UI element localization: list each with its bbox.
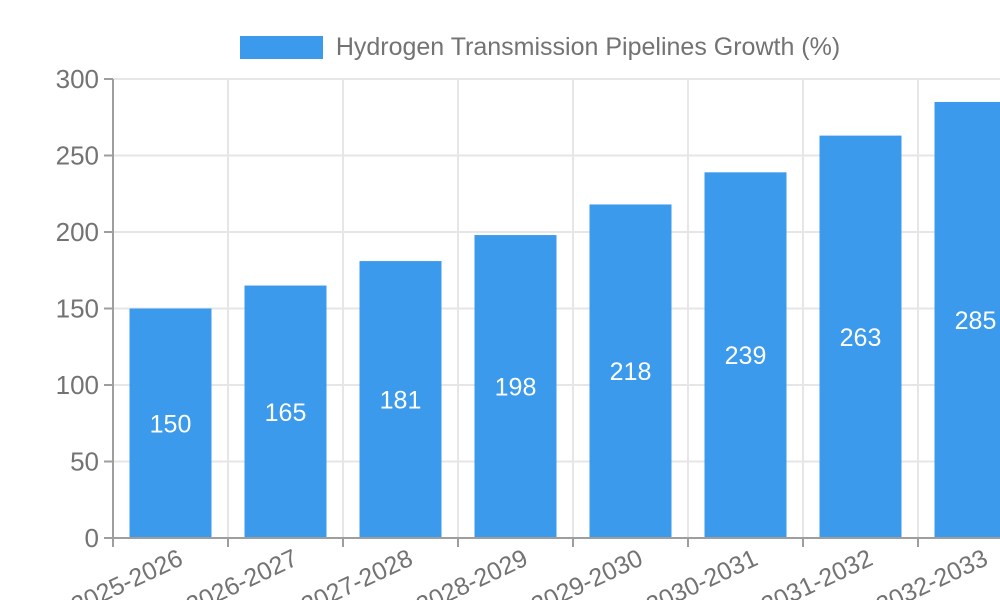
bar-value-label: 150: [150, 410, 192, 438]
bar-value-label: 239: [725, 342, 767, 370]
bar-value-label: 198: [495, 374, 537, 402]
y-tick-label: 300: [56, 64, 99, 94]
chart-plot-area: 150 165 181 198 218 239 263 285 0 50 100 150 200 250 3…: [56, 64, 1000, 600]
y-tick-label: 50: [70, 447, 99, 477]
bar: [934, 101, 1000, 538]
y-tick-label: 100: [56, 370, 99, 400]
legend-label: Hydrogen Transmission Pipelines Growth (…: [335, 32, 841, 61]
bar: [474, 235, 557, 538]
x-tick-label: 2027-2028: [297, 544, 417, 600]
bar: [244, 285, 327, 538]
x-tick-label: 2029-2030: [527, 544, 647, 600]
bar: [704, 172, 787, 538]
y-tick-label: 200: [56, 217, 99, 247]
y-tick-label: 250: [56, 141, 99, 171]
bar-value-label: 181: [380, 387, 422, 415]
legend-swatch: [239, 35, 323, 59]
bar: [819, 135, 902, 539]
x-tick-label: 2028-2029: [412, 544, 532, 600]
bar-value-label: 263: [840, 324, 882, 352]
legend: Hydrogen Transmission Pipelines Growth (…: [40, 33, 1000, 61]
bar-value-label: 285: [955, 307, 997, 335]
x-tick-label: 2026-2027: [182, 544, 302, 600]
bar: [359, 261, 442, 538]
bar: [129, 308, 212, 538]
bar: [589, 204, 672, 538]
x-tick-label: 2030-2031: [642, 544, 762, 600]
y-tick-label: 150: [56, 294, 99, 324]
x-tick-label: 2031-2032: [757, 544, 877, 600]
x-tick-label: 2032-2033: [872, 544, 992, 600]
y-tick-label: 0: [85, 523, 99, 553]
legend-item[interactable]: Hydrogen Transmission Pipelines Growth (…: [239, 32, 841, 62]
bar-value-label: 165: [265, 399, 307, 427]
bar-value-label: 218: [610, 358, 652, 386]
bar-chart: Hydrogen Transmission Pipelines Growth (…: [40, 16, 1000, 600]
